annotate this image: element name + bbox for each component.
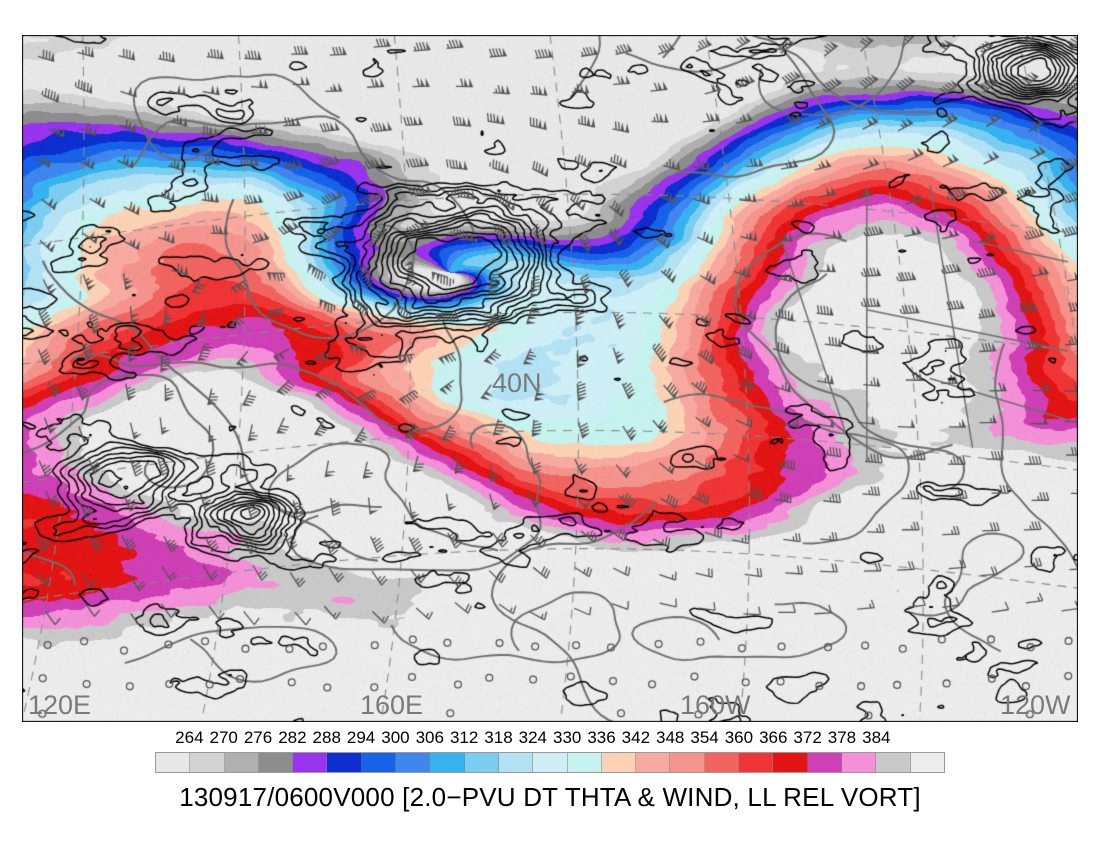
colorbar-swatch [910, 753, 944, 772]
colorbar-swatch [396, 753, 431, 772]
colorbar-swatch [156, 753, 191, 772]
colorbar-swatch [704, 753, 740, 772]
colorbar-tick: 342 [621, 728, 651, 747]
colorbar-tick: 348 [656, 728, 685, 747]
colorbar-swatches [155, 752, 945, 773]
colorbar-tick: 324 [518, 728, 547, 747]
colorbar-tick: 306 [415, 728, 444, 747]
colorbar-tick: 330 [552, 728, 582, 747]
colorbar-tick-labels: 264 270 276 282 288 294 300 306 312 318 324 330 336 3… [155, 728, 945, 750]
colorbar-tick: 378 [827, 728, 857, 747]
colorbar-swatch [841, 753, 877, 772]
colorbar-tick: 276 [243, 728, 273, 747]
colorbar-swatch [327, 753, 362, 772]
colorbar-swatch [807, 753, 842, 772]
colorbar: 264 270 276 282 288 294 300 306 312 318 324 330 336 3… [0, 728, 1100, 776]
colorbar-swatch [876, 753, 911, 772]
colorbar-swatch [361, 753, 397, 772]
colorbar-tick: 294 [346, 728, 376, 747]
colorbar-tick: 372 [793, 728, 822, 747]
title-bar: 130917/0600V000 [2.0−PVU DT THTA & WIND,… [0, 780, 1100, 814]
colorbar-swatch [190, 753, 225, 772]
map-panel[interactable]: 120E 160E 160W 120W 40N [22, 35, 1078, 722]
colorbar-tick: 282 [278, 728, 307, 747]
colorbar-swatch [498, 753, 534, 772]
colorbar-tick: 300 [381, 728, 410, 747]
colorbar-swatch [293, 753, 328, 772]
colorbar-swatch [739, 753, 774, 772]
colorbar-swatch [773, 753, 808, 772]
colorbar-swatch [464, 753, 499, 772]
colorbar-swatch [430, 753, 465, 772]
figure-title: 130917/0600V000 [2.0−PVU DT THTA & WIND,… [179, 781, 921, 812]
map-canvas[interactable] [22, 35, 1078, 722]
colorbar-tick: 360 [724, 728, 754, 747]
colorbar-tick: 312 [449, 728, 479, 747]
colorbar-swatch [567, 753, 602, 772]
colorbar-swatch [533, 753, 568, 772]
colorbar-tick: 264 [175, 728, 204, 747]
colorbar-tick: 354 [690, 728, 719, 747]
colorbar-tick: 366 [759, 728, 788, 747]
colorbar-tick: 288 [312, 728, 341, 747]
colorbar-swatch [601, 753, 637, 772]
colorbar-tick: 336 [587, 728, 616, 747]
colorbar-swatch [258, 753, 294, 772]
colorbar-tick: 384 [862, 728, 891, 747]
colorbar-swatch [670, 753, 705, 772]
colorbar-tick: 270 [209, 728, 238, 747]
colorbar-swatch [636, 753, 671, 772]
colorbar-tick: 318 [484, 728, 513, 747]
colorbar-swatch [224, 753, 259, 772]
